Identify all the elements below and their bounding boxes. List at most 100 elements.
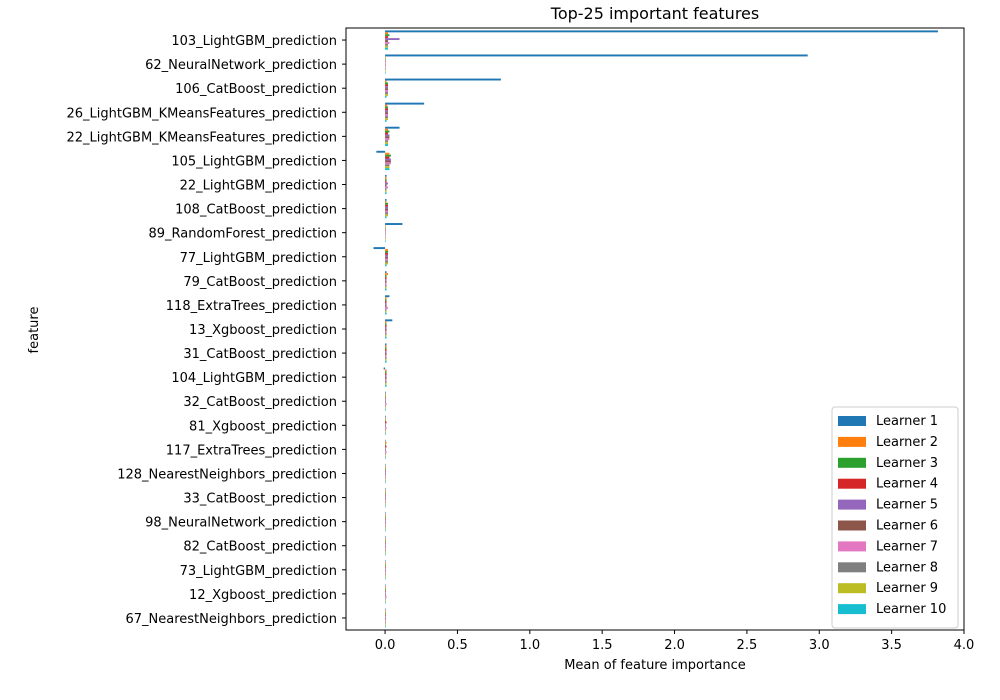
bar — [385, 128, 388, 131]
bar — [385, 166, 390, 169]
bar — [385, 351, 387, 354]
bar — [385, 273, 388, 276]
bar — [385, 371, 387, 374]
x-tick-label: 0.0 — [375, 638, 396, 653]
bar — [385, 617, 386, 620]
bar — [385, 343, 387, 346]
bar — [385, 102, 425, 105]
bar — [385, 573, 386, 576]
bar — [385, 399, 386, 402]
y-tick-label: 106_CatBoost_prediction — [175, 82, 337, 97]
legend: Learner 1 Learner 2 Learner 3 Learner 4 Lear… — [831, 406, 959, 629]
bar — [385, 327, 387, 329]
x-tick-label: 1.5 — [592, 638, 613, 653]
bar — [385, 224, 386, 227]
bar — [385, 321, 387, 324]
x-tick-label: 3.5 — [881, 638, 902, 653]
bar — [385, 206, 388, 209]
bar — [385, 64, 386, 67]
bar — [385, 539, 386, 542]
bar — [385, 538, 386, 540]
bar — [385, 182, 388, 185]
bar — [385, 353, 387, 356]
bar — [385, 276, 387, 279]
bar — [385, 475, 386, 478]
legend-label: Learner 5 — [876, 498, 938, 513]
legend-swatch — [838, 416, 866, 426]
y-tick-label: 31_CatBoost_prediction — [183, 347, 337, 362]
bar — [385, 82, 388, 85]
y-tick-label: 13_Xgboost_prediction — [189, 323, 337, 338]
bar — [385, 264, 387, 267]
bar — [385, 577, 386, 580]
bar — [385, 200, 387, 203]
bar — [385, 419, 386, 422]
bar — [385, 329, 387, 331]
bar — [385, 118, 388, 120]
bar — [385, 262, 388, 265]
legend-swatch — [838, 499, 866, 510]
bar — [385, 382, 387, 385]
bar — [385, 319, 393, 322]
bar — [385, 595, 387, 598]
legend-swatch — [838, 520, 866, 531]
bar — [385, 345, 387, 348]
bar — [385, 616, 386, 618]
bar — [385, 174, 387, 177]
bar — [385, 190, 387, 193]
y-tick-label: 67_NearestNeighbors_prediction — [125, 612, 337, 627]
bar — [385, 356, 387, 359]
bar — [385, 377, 387, 380]
bar — [385, 69, 386, 72]
bar — [385, 54, 808, 57]
bar — [385, 560, 386, 563]
bar — [385, 433, 386, 435]
bar — [385, 358, 387, 361]
bar — [385, 373, 387, 376]
bar — [385, 499, 386, 502]
bar — [385, 347, 387, 350]
bar — [385, 586, 386, 589]
bar — [385, 513, 386, 516]
bar — [385, 621, 386, 624]
bar — [385, 336, 387, 339]
bar — [385, 284, 387, 287]
legend-swatch — [838, 604, 866, 615]
bar — [385, 43, 388, 46]
y-tick-label: 22_LightGBM_KMeansFeatures_prediction — [66, 130, 337, 145]
x-tick-label: 2.0 — [664, 638, 685, 653]
legend-label: Learner 9 — [876, 581, 938, 596]
bar — [385, 505, 386, 508]
bar — [385, 549, 386, 552]
bar — [385, 188, 387, 191]
bar — [385, 334, 387, 337]
bar — [385, 564, 386, 566]
bar — [385, 160, 391, 163]
bar — [385, 325, 387, 328]
bar — [385, 297, 387, 300]
bar — [385, 104, 388, 107]
bar — [385, 47, 388, 50]
bar — [385, 280, 387, 283]
bar — [385, 236, 386, 239]
bar — [385, 408, 386, 411]
bar — [385, 403, 387, 406]
bar — [385, 308, 387, 311]
y-tick-label: 82_CatBoost_prediction — [183, 540, 337, 555]
bar — [385, 608, 386, 611]
bar — [385, 66, 386, 68]
legend-swatch — [838, 541, 866, 552]
bar — [385, 355, 387, 357]
bar — [385, 186, 388, 189]
y-tick-label: 103_LightGBM_prediction — [171, 34, 337, 49]
bar — [385, 477, 386, 480]
bar — [385, 614, 386, 617]
bar — [385, 112, 388, 115]
x-tick-label: 3.0 — [809, 638, 830, 653]
bar — [385, 619, 386, 622]
bar — [385, 417, 386, 420]
bar — [385, 192, 387, 195]
bar — [385, 212, 388, 215]
bar — [385, 223, 403, 225]
